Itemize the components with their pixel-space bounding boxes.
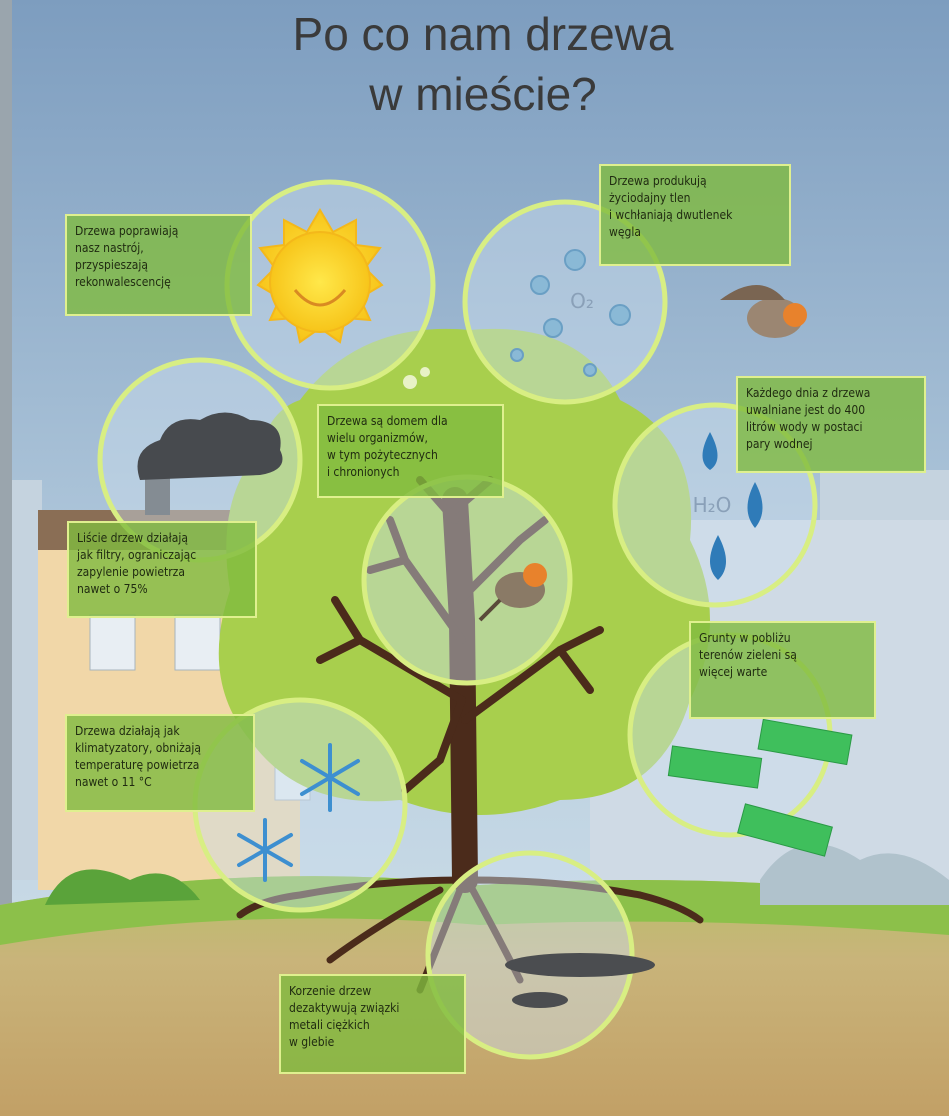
callout-text: rekonwalescencję: [75, 275, 171, 289]
callout-text: nawet o 75%: [77, 582, 148, 596]
callout: Drzewa są domem dla wielu organizmów, w ty…: [318, 405, 503, 497]
callout-text: Drzewa poprawiają: [75, 224, 179, 238]
callout: Liście drzew działają jak filtry, ogranic…: [68, 522, 256, 617]
callout-text: w tym pożytecznych: [327, 448, 438, 462]
callout-text: Drzewa działają jak: [75, 724, 180, 738]
oxygen-label: O₂: [570, 289, 594, 313]
callout-text: litrów wody w postaci: [746, 420, 863, 434]
callout: Korzenie drzew dezaktywują związki metali …: [280, 975, 465, 1073]
callout-text: Drzewa są domem dla: [327, 414, 448, 428]
water-label: H₂O: [693, 493, 732, 517]
callout-text: przyspieszają: [75, 258, 148, 272]
callout: Drzewa produkują życiodajny tlen i wchłani…: [600, 165, 790, 265]
callout-text: terenów zieleni są: [699, 648, 797, 662]
callout-text: Korzenie drzew: [289, 984, 371, 998]
infographic: O₂ H₂O Po co nam drzewa w mieście? Drzewa…: [0, 0, 949, 1116]
callout-text: temperaturę powietrza: [75, 758, 199, 772]
callout-text: więcej warte: [699, 665, 768, 679]
callout-text: metali ciężkich: [289, 1018, 370, 1032]
callout-text: w glebie: [289, 1035, 335, 1049]
callout: Drzewa działają jak klimatyzatory, obniża…: [66, 715, 254, 811]
callout-text: i wchłaniają dwutlenek: [609, 208, 733, 222]
callout-text: klimatyzatory, obniżają: [75, 741, 201, 755]
callout-text: wielu organizmów,: [327, 431, 428, 445]
callout-text: jak filtry, ograniczając: [76, 548, 196, 562]
callout-text: Każdego dnia z drzewa: [746, 386, 870, 400]
title-line: w mieście?: [368, 68, 597, 120]
callout-text: nasz nastrój,: [75, 241, 144, 255]
callout-text: Liście drzew działają: [77, 531, 188, 545]
callout-text: Drzewa produkują: [609, 174, 707, 188]
callout-text: dezaktywują związki: [289, 1001, 399, 1015]
callout-text: zapylenie powietrza: [77, 565, 185, 579]
callout: Drzewa poprawiają nasz nastrój, przyspiesz…: [66, 215, 251, 315]
callout-text: uwalniane jest do 400: [746, 403, 865, 417]
callout: Każdego dnia z drzewa uwalniane jest do 4…: [737, 377, 925, 472]
callout: Grunty w pobliżu terenów zieleni są więcej…: [690, 622, 875, 718]
callout-text: pary wodnej: [746, 437, 813, 451]
title-line: Po co nam drzewa: [293, 8, 674, 60]
callout-text: i chronionych: [327, 465, 399, 479]
callout-text: węgla: [609, 225, 641, 239]
callout-text: nawet o 11 °C: [75, 775, 152, 789]
callout-text: życiodajny tlen: [609, 191, 690, 205]
callout-text: Grunty w pobliżu: [699, 631, 791, 645]
